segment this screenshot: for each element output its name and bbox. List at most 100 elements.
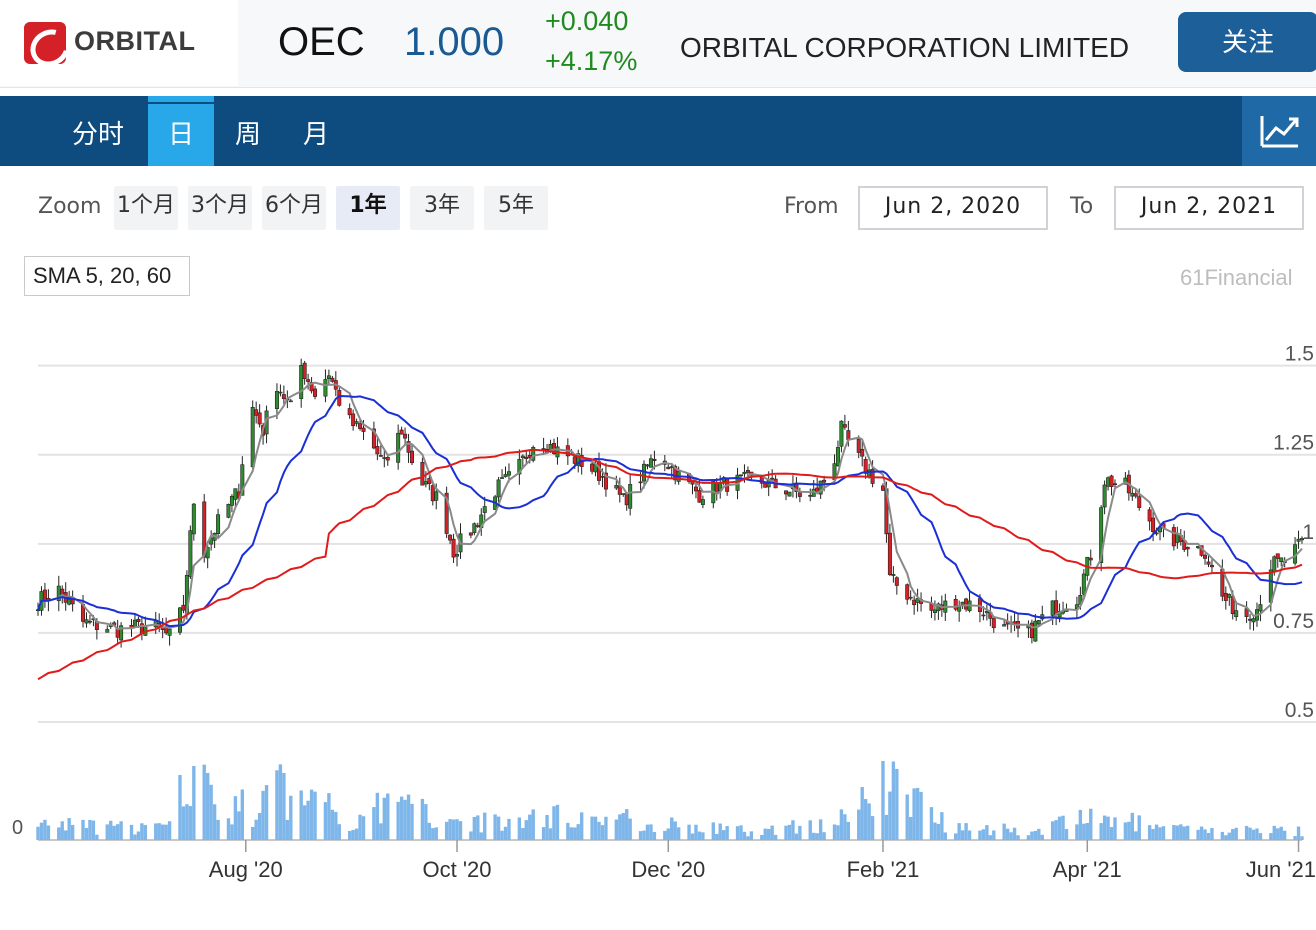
candle-body — [358, 423, 363, 429]
volume-bar — [216, 819, 220, 840]
volume-bar — [860, 787, 864, 840]
volume-bar — [867, 803, 871, 840]
candle-body — [382, 457, 387, 459]
volume-bar — [347, 830, 352, 840]
tab-monthly[interactable]: 月 — [302, 120, 329, 150]
volume-bar — [521, 828, 525, 840]
volume-bar — [379, 823, 383, 840]
volume-bar — [354, 828, 359, 840]
candle-body — [614, 485, 619, 489]
candle-body — [302, 362, 307, 380]
volume-bar — [323, 802, 328, 840]
candle-body — [797, 492, 802, 497]
volume-bar — [469, 831, 473, 840]
volume-bar — [908, 816, 913, 840]
tab-intraday[interactable]: 分时 — [71, 120, 124, 150]
volume-bar — [988, 835, 993, 840]
candle-body — [399, 429, 404, 435]
volume-bar — [188, 806, 193, 840]
volume-bar — [985, 825, 989, 840]
volume-bar — [569, 827, 573, 840]
chart-type-toggle[interactable] — [1242, 96, 1316, 166]
candle-body — [506, 471, 511, 476]
candle-body — [784, 490, 788, 495]
volume-bar — [167, 821, 172, 840]
volume-bar — [278, 764, 283, 840]
volume-bar — [1151, 829, 1155, 840]
volume-bar — [1064, 829, 1069, 840]
period-tab-bar: 分时 日 周 月 — [0, 96, 1316, 166]
candle-body — [1258, 604, 1263, 612]
indicator-selector[interactable]: SMA 5, 20, 60 — [24, 256, 190, 296]
volume-bar — [1272, 825, 1276, 840]
candle-body — [666, 466, 671, 470]
volume-bar — [798, 825, 802, 840]
volume-bar — [981, 829, 986, 840]
candle-body — [84, 619, 89, 624]
candle-body — [254, 409, 259, 416]
tab-weekly[interactable]: 周 — [234, 120, 261, 150]
volume-bar — [302, 805, 307, 840]
volume-bar — [1203, 829, 1207, 840]
volume-bar — [455, 819, 459, 840]
zoom-6m-button[interactable]: 6个月 — [262, 186, 326, 230]
volume-bar — [912, 788, 916, 840]
y-tick-label: 1.25 — [1273, 432, 1314, 455]
volume-bar — [725, 826, 729, 840]
volume-bar — [524, 820, 528, 840]
volume-bar — [1147, 825, 1152, 840]
volume-bar — [361, 816, 366, 840]
volume-bar — [1279, 826, 1283, 840]
candle-body — [1275, 553, 1280, 559]
volume-bar — [791, 820, 795, 840]
candle-body — [787, 491, 792, 497]
candle-body — [1002, 624, 1007, 627]
volume-bar — [382, 797, 386, 840]
candle-body — [1206, 561, 1211, 565]
candle-body — [181, 604, 186, 611]
candle-body — [742, 471, 747, 475]
candle-body — [835, 447, 840, 467]
candle-body — [1050, 600, 1055, 616]
volume-bar — [863, 799, 868, 840]
volume-bar — [129, 824, 134, 840]
volume-bar — [251, 826, 255, 840]
zoom-5y-button[interactable]: 5年 — [484, 186, 548, 230]
volume-bar — [448, 819, 452, 840]
zoom-3m-button[interactable]: 3个月 — [188, 186, 252, 230]
volume-bar — [670, 817, 674, 840]
follow-button[interactable]: 关注 — [1178, 12, 1316, 72]
candle-body — [1147, 509, 1152, 522]
volume-bar — [240, 789, 245, 840]
zoom-3y-button[interactable]: 3年 — [410, 186, 474, 230]
volume-bar — [431, 828, 435, 840]
zoom-1y-button[interactable]: 1年 — [336, 186, 400, 230]
volume-bar — [403, 799, 407, 840]
volume-bar — [164, 824, 168, 840]
candle-body — [638, 481, 643, 484]
volume-bar — [36, 826, 40, 840]
volume-bar — [676, 827, 681, 840]
zoom-1m-button[interactable]: 1个月 — [114, 186, 178, 230]
volume-bar — [701, 832, 705, 840]
candle-body — [891, 574, 896, 576]
sma-20-line — [37, 394, 1303, 628]
volume-bar — [444, 821, 449, 840]
from-date-input[interactable]: Jun 2, 2020 — [858, 186, 1048, 230]
volume-bar — [154, 823, 158, 840]
to-date-input[interactable]: Jun 2, 2021 — [1114, 186, 1304, 230]
volume-bar — [531, 809, 535, 840]
volume-bar — [57, 827, 61, 840]
volume-bar — [545, 815, 549, 840]
candle-body — [226, 504, 231, 518]
tab-daily[interactable]: 日 — [148, 104, 214, 166]
volume-bar — [818, 819, 823, 840]
volume-bar — [614, 819, 619, 840]
volume-bar — [721, 830, 726, 840]
volume-bar — [81, 819, 85, 840]
volume-bar — [1130, 812, 1135, 840]
candle-body — [541, 448, 546, 450]
volume-bar — [192, 766, 196, 840]
volume-bar — [289, 795, 293, 840]
